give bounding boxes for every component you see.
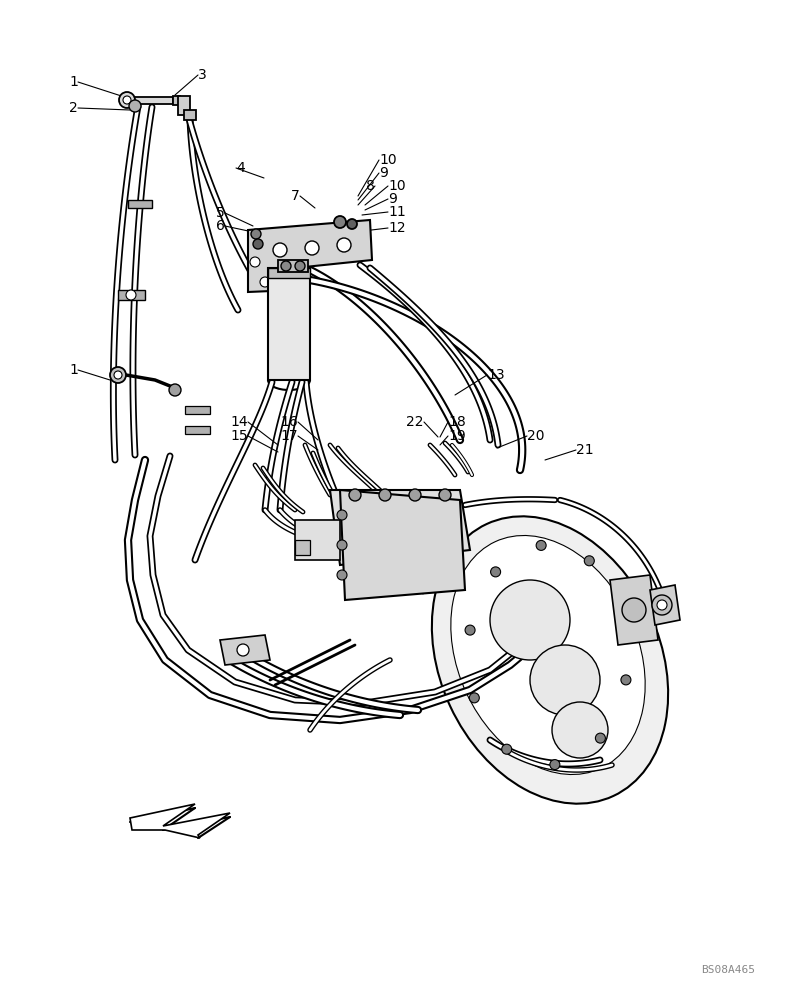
Circle shape [594, 733, 605, 743]
Circle shape [126, 290, 135, 300]
Circle shape [250, 257, 260, 267]
Circle shape [620, 675, 630, 685]
Text: 20: 20 [526, 429, 544, 443]
Text: 12: 12 [388, 221, 406, 235]
Circle shape [109, 367, 126, 383]
Circle shape [337, 238, 350, 252]
Polygon shape [130, 804, 230, 838]
Circle shape [489, 580, 569, 660]
Text: BS08A465: BS08A465 [700, 965, 754, 975]
Text: 1: 1 [69, 75, 78, 89]
Circle shape [621, 598, 646, 622]
Circle shape [490, 567, 500, 577]
Polygon shape [128, 200, 152, 208]
Circle shape [294, 261, 305, 271]
Text: 9: 9 [388, 192, 397, 206]
Circle shape [439, 489, 450, 501]
Circle shape [119, 92, 135, 108]
Text: 16: 16 [280, 415, 298, 429]
Ellipse shape [431, 516, 667, 804]
Circle shape [530, 645, 599, 715]
Text: 7: 7 [291, 189, 299, 203]
Circle shape [656, 600, 666, 610]
Text: 22: 22 [406, 415, 423, 429]
Polygon shape [649, 585, 679, 625]
Text: 2: 2 [69, 101, 78, 115]
Circle shape [535, 540, 546, 550]
Circle shape [260, 277, 270, 287]
Circle shape [465, 625, 474, 635]
Text: 4: 4 [236, 161, 244, 175]
Circle shape [251, 229, 260, 239]
Polygon shape [178, 96, 190, 115]
Circle shape [549, 760, 559, 770]
Circle shape [337, 570, 346, 580]
Circle shape [337, 540, 346, 550]
Text: 9: 9 [379, 166, 388, 180]
Polygon shape [184, 110, 195, 120]
Circle shape [409, 489, 420, 501]
Circle shape [281, 261, 290, 271]
Circle shape [253, 239, 263, 249]
Circle shape [272, 243, 286, 257]
Circle shape [551, 702, 607, 758]
Text: 8: 8 [366, 179, 375, 193]
Polygon shape [294, 520, 340, 560]
Text: 5: 5 [216, 206, 225, 220]
Text: 10: 10 [388, 179, 406, 193]
Circle shape [333, 216, 345, 228]
Circle shape [349, 489, 361, 501]
Polygon shape [173, 96, 180, 105]
Text: 17: 17 [280, 429, 298, 443]
Polygon shape [220, 635, 270, 665]
Circle shape [584, 556, 594, 566]
Polygon shape [329, 490, 470, 565]
Circle shape [305, 241, 319, 255]
Polygon shape [340, 490, 465, 600]
Polygon shape [294, 540, 310, 555]
Circle shape [651, 595, 672, 615]
Text: 1: 1 [69, 363, 78, 377]
Circle shape [122, 96, 131, 104]
Circle shape [379, 489, 391, 501]
Text: 21: 21 [575, 443, 593, 457]
Text: 6: 6 [216, 219, 225, 233]
Polygon shape [118, 290, 145, 300]
Circle shape [129, 100, 141, 112]
Text: 15: 15 [230, 429, 247, 443]
Polygon shape [185, 426, 210, 434]
Circle shape [169, 384, 181, 396]
Circle shape [616, 607, 626, 617]
Text: 13: 13 [487, 368, 504, 382]
Circle shape [346, 219, 357, 229]
Text: 11: 11 [388, 205, 406, 219]
Circle shape [501, 744, 511, 754]
Polygon shape [277, 260, 307, 272]
Polygon shape [247, 220, 371, 292]
Polygon shape [130, 97, 173, 104]
Text: 10: 10 [379, 153, 396, 167]
Circle shape [469, 693, 478, 703]
Ellipse shape [450, 535, 645, 775]
Circle shape [337, 510, 346, 520]
Polygon shape [268, 268, 310, 380]
Circle shape [237, 644, 249, 656]
Text: 18: 18 [448, 415, 466, 429]
Polygon shape [185, 406, 210, 414]
Text: 19: 19 [448, 429, 466, 443]
Text: 3: 3 [198, 68, 207, 82]
Text: 14: 14 [230, 415, 247, 429]
Polygon shape [609, 575, 657, 645]
Circle shape [114, 371, 122, 379]
Polygon shape [268, 268, 310, 278]
